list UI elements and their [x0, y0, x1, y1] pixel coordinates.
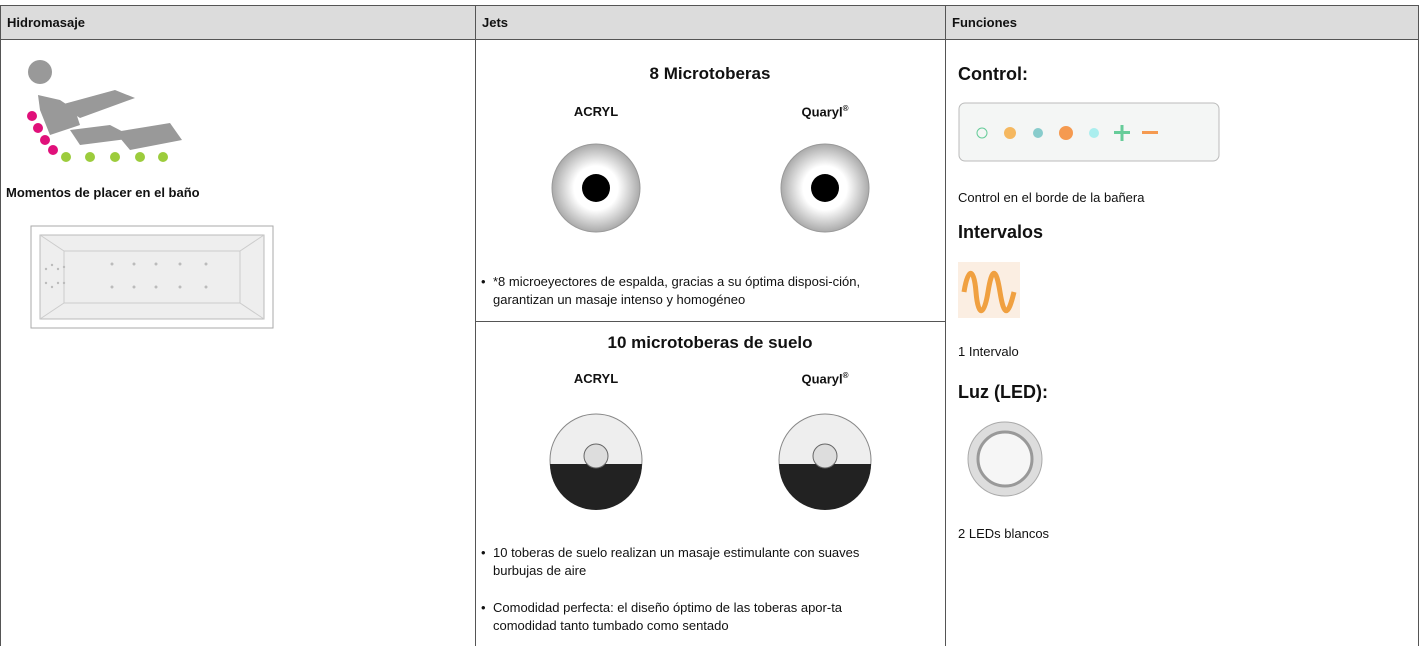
led-icon — [967, 421, 1043, 497]
function-text: 1 Intervalo — [958, 344, 1019, 359]
border — [475, 5, 476, 646]
massage-icon — [27, 60, 182, 162]
floor-jet-images — [549, 413, 872, 510]
border — [0, 5, 1, 646]
registered-mark: ® — [842, 371, 849, 380]
section-title: 10 microtoberas de suelo — [607, 333, 813, 352]
function-text: 2 LEDs blancos — [958, 526, 1050, 541]
function-heading: Intervalos — [958, 222, 1044, 242]
border — [945, 5, 946, 646]
registered-mark: ® — [842, 104, 849, 113]
bullet: 10 toberas de suelo realizan un masaje e… — [481, 544, 861, 580]
tub-diagram — [30, 225, 274, 329]
function-heading: Luz (LED): — [958, 382, 1048, 402]
function-text: Control en el borde de la bañera — [958, 190, 1145, 205]
header-cell: Jets — [475, 5, 946, 40]
jet-label: Quaryl® — [801, 371, 848, 386]
function-heading: Control: — [958, 64, 1028, 84]
section-title: 8 Microtoberas — [649, 64, 771, 83]
bullet: Comodidad perfecta: el diseño óptimo de … — [481, 599, 861, 635]
jet-label-text: Quaryl — [801, 371, 843, 387]
jet-label: Quaryl® — [801, 104, 848, 119]
header-cell: Funciones — [945, 5, 1419, 40]
control-panel-image — [958, 102, 1220, 162]
caption: Momentos de placer en el baño — [6, 185, 200, 200]
interval-icon — [958, 262, 1020, 318]
jet-images — [551, 143, 870, 233]
jet-label: ACRYL — [573, 371, 619, 386]
header-cell: Hidromasaje — [0, 5, 476, 40]
jet-label-text: Quaryl — [801, 104, 843, 120]
jet-label: ACRYL — [573, 104, 619, 119]
border — [475, 321, 946, 322]
bullet: *8 microeyectores de espalda, gracias a … — [481, 273, 861, 309]
